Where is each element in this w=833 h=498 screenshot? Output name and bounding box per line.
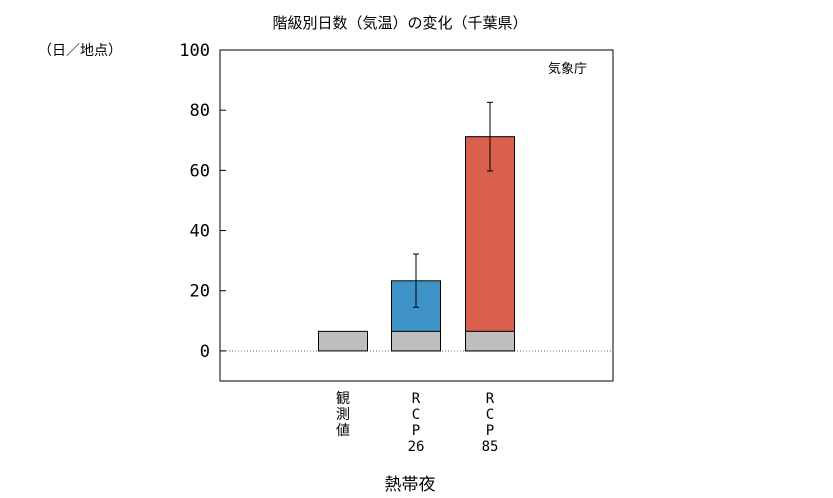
y-axis-unit-label: （日／地点） — [38, 43, 122, 59]
y-tick-label: 40 — [190, 222, 210, 242]
category-label-line: P — [412, 423, 420, 439]
category-label: 観測値 — [336, 390, 350, 439]
y-axis-ticks: 0 20 40 60 80 100 — [179, 41, 226, 362]
category-label-line: 85 — [482, 439, 499, 455]
category-label-line: 26 — [408, 439, 425, 455]
bar — [465, 136, 515, 352]
category-label-line: R — [486, 391, 495, 407]
y-tick-label: 60 — [190, 161, 210, 181]
y-tick-label: 80 — [190, 101, 210, 121]
error-bars — [413, 101, 493, 308]
y-tick-label: 100 — [179, 41, 210, 61]
category-label-line: C — [412, 407, 420, 423]
x-axis-title: 熱帯夜 — [385, 475, 436, 495]
bars — [318, 136, 515, 352]
category-label-line: C — [486, 407, 494, 423]
y-tick-label: 0 — [200, 342, 210, 362]
plot-frame — [219, 49, 614, 382]
bar-observed-baseline — [465, 330, 515, 352]
y-tick-label: 20 — [190, 282, 210, 302]
category-label-line: R — [412, 391, 421, 407]
category-label-line: 観 — [336, 390, 350, 407]
bar — [318, 330, 368, 352]
source-label: 気象庁 — [548, 61, 587, 77]
category-label-line: P — [486, 423, 494, 439]
category-label-line: 値 — [336, 423, 350, 439]
bar-observed-baseline — [391, 330, 441, 352]
chart-title: 階級別日数（気温）の変化（千葉県） — [272, 14, 527, 32]
category-label-line: 測 — [336, 407, 350, 423]
